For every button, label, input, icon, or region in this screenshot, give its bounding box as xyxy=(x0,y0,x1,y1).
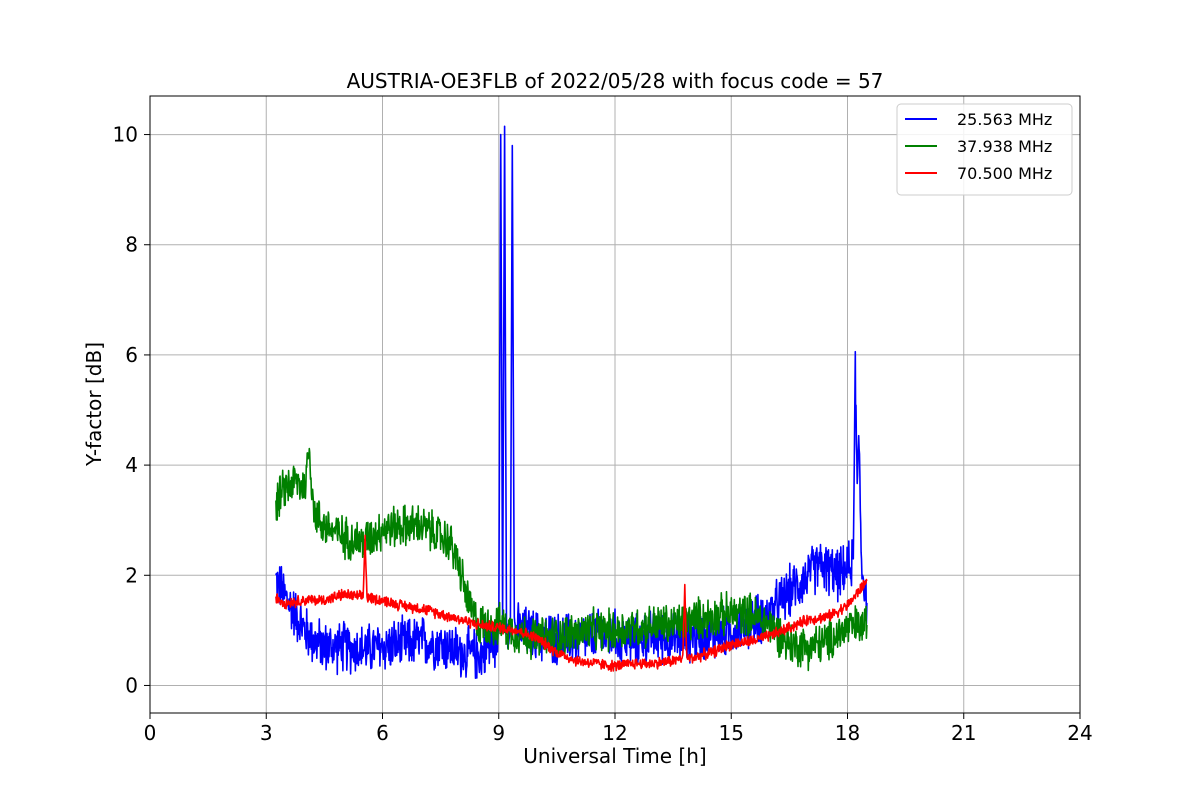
legend: 25.563 MHz 37.938 MHz 70.500 MHz xyxy=(896,103,1073,196)
x-tick-label: 3 xyxy=(260,721,273,745)
x-tick-label: 18 xyxy=(835,721,860,745)
y-tick-label: 10 xyxy=(113,123,138,147)
x-tick-label: 6 xyxy=(376,721,389,745)
y-tick-label: 4 xyxy=(125,453,138,477)
x-axis-title: Universal Time [h] xyxy=(523,744,706,768)
x-tick-label: 0 xyxy=(144,721,157,745)
x-tick-label: 12 xyxy=(602,721,627,745)
legend-box xyxy=(896,103,1073,196)
y-tick-label: 8 xyxy=(125,233,138,257)
x-tick-label: 21 xyxy=(951,721,976,745)
chart-title: AUSTRIA-OE3FLB of 2022/05/28 with focus … xyxy=(347,69,884,93)
series-line xyxy=(275,534,868,673)
x-axis: 0 3 6 9 12 15 18 21 24 xyxy=(144,713,1093,745)
y-axis-title: Y-factor [dB] xyxy=(82,342,106,467)
legend-label: 37.938 MHz xyxy=(957,137,1052,156)
series-37-938-MHz xyxy=(275,447,868,672)
legend-label: 25.563 MHz xyxy=(957,110,1052,129)
legend-item: 37.938 MHz xyxy=(905,137,1052,156)
legend-label: 70.500 MHz xyxy=(957,164,1052,183)
legend-item: 70.500 MHz xyxy=(905,164,1052,183)
x-tick-label: 24 xyxy=(1067,721,1092,745)
legend-item: 25.563 MHz xyxy=(905,110,1052,129)
series-70-500-MHz xyxy=(275,534,868,673)
x-tick-label: 9 xyxy=(492,721,505,745)
y-axis: 0 2 4 6 8 10 xyxy=(113,123,150,697)
y-tick-label: 2 xyxy=(125,563,138,587)
x-tick-label: 15 xyxy=(719,721,744,745)
series-line xyxy=(275,447,868,672)
y-tick-label: 0 xyxy=(125,673,138,697)
y-tick-label: 6 xyxy=(125,343,138,367)
plot-area xyxy=(275,125,868,680)
